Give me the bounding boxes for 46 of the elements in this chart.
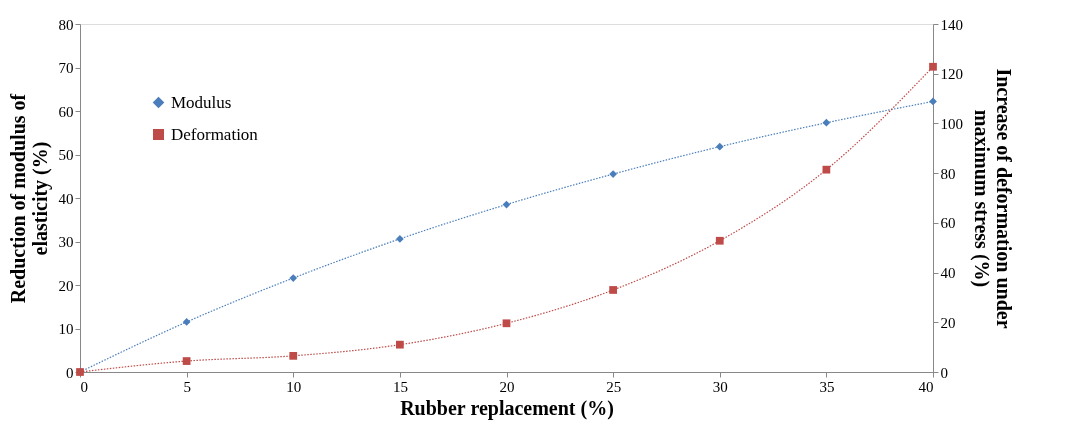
point — [289, 351, 298, 360]
point — [929, 97, 937, 106]
x-tick-label: 5 — [183, 378, 191, 395]
point — [396, 235, 404, 243]
y-tick-label: 30 — [58, 234, 74, 250]
y-tick-label: 40 — [58, 190, 74, 207]
y-tick-label: 60 — [58, 103, 74, 120]
x-tick-label: 30 — [712, 378, 728, 395]
y2-tick-label: 80 — [940, 165, 956, 182]
point — [929, 62, 937, 71]
y2-axis-title: Increase of deformation under maximum stress (%) — [970, 68, 1015, 329]
x-tick-label: 15 — [392, 378, 408, 395]
point — [502, 319, 511, 328]
point — [822, 118, 831, 127]
legend-label: Modulus — [171, 92, 232, 112]
point — [609, 170, 617, 178]
x-tick-label: 40 — [918, 378, 934, 395]
y-tick-label: 20 — [58, 277, 74, 294]
point — [609, 286, 617, 294]
y-tick-label: 10 — [58, 321, 74, 337]
y2-tick-label: 140 — [940, 16, 963, 33]
point — [822, 165, 831, 174]
y-tick-label: 0 — [66, 364, 74, 381]
y2-tick-label: 100 — [940, 115, 963, 132]
x-axis-title: Rubber replacement (%) — [400, 396, 614, 420]
y-tick-label: 70 — [58, 60, 74, 76]
point — [715, 236, 724, 245]
point — [396, 340, 404, 349]
point — [289, 274, 298, 282]
y-tick-label: 80 — [58, 16, 74, 33]
y2-tick-label: 120 — [940, 66, 963, 83]
x-tick-label: 0 — [80, 378, 88, 395]
y-axis-title: Reduction of modulus of elasticity (%) — [6, 93, 52, 304]
y-tick-label: 50 — [58, 147, 74, 163]
y2-tick-label: 40 — [940, 265, 956, 282]
x-tick-label: 10 — [286, 378, 302, 395]
point — [182, 357, 191, 365]
point — [182, 318, 191, 326]
y2-tick-label: 60 — [940, 215, 956, 232]
y2-tick-label: 0 — [940, 364, 948, 381]
y2-tick-label: 20 — [940, 314, 956, 331]
legend-label: Deformation — [171, 124, 259, 144]
x-tick-label: 35 — [819, 378, 835, 395]
x-tick-label: 20 — [499, 378, 515, 395]
point — [715, 142, 724, 151]
x-tick-label: 25 — [606, 378, 622, 395]
